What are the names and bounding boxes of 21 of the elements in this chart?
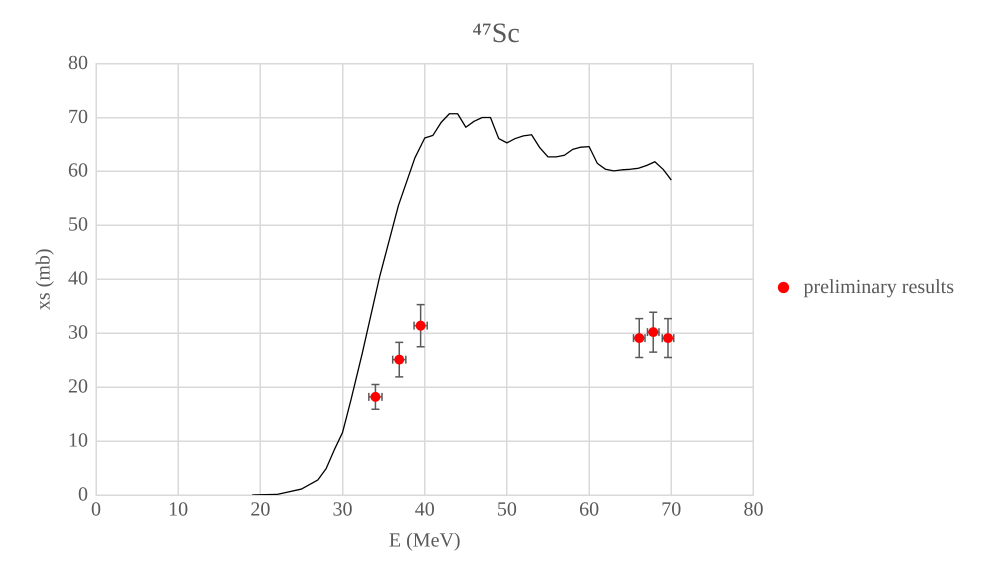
chart-title: ⁴⁷Sc (472, 18, 520, 50)
x-tick-label: 50 (496, 498, 517, 520)
x-tick-label: 40 (414, 498, 435, 520)
x-tick-label: 30 (332, 498, 353, 520)
y-tick-label: 20 (68, 375, 88, 398)
y-axis-title: xs (mb) (32, 248, 54, 310)
y-tick-label: 30 (68, 321, 88, 344)
y-tick-label: 70 (68, 106, 88, 128)
x-tick-label: 70 (661, 498, 682, 520)
y-tick-label: 40 (68, 268, 88, 290)
x-tick-label: 60 (579, 498, 600, 520)
y-tick-label: 0 (78, 483, 88, 506)
y-tick-label: 80 (68, 52, 88, 74)
y-tick-label: 10 (68, 429, 88, 452)
y-tick-label: 50 (68, 214, 88, 236)
legend-label: preliminary results (803, 276, 954, 298)
x-axis-title: E (MeV) (388, 529, 461, 552)
x-tick-label: 10 (168, 498, 188, 520)
x-tick-label: 20 (250, 498, 270, 520)
y-tick-label: 60 (68, 160, 88, 182)
x-tick-label: 80 (743, 498, 764, 520)
